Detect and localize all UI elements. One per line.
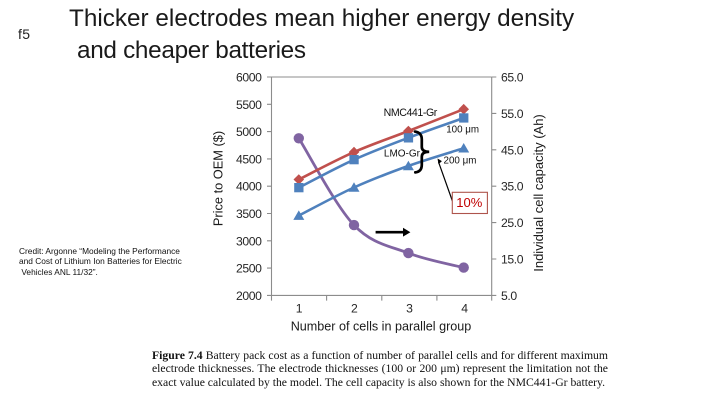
svg-text:25.0: 25.0 xyxy=(501,216,524,230)
svg-text:45.0: 45.0 xyxy=(501,143,524,157)
svg-text:3: 3 xyxy=(406,301,413,315)
svg-text:3500: 3500 xyxy=(236,207,262,221)
svg-text:2: 2 xyxy=(351,301,358,315)
svg-text:35.0: 35.0 xyxy=(501,180,524,194)
svg-text:5.0: 5.0 xyxy=(501,289,517,303)
svg-text:200 μm: 200 μm xyxy=(444,156,477,167)
svg-text:5500: 5500 xyxy=(236,98,262,112)
svg-text:10%: 10% xyxy=(456,195,482,210)
svg-text:55.0: 55.0 xyxy=(501,107,524,121)
svg-text:3000: 3000 xyxy=(236,234,262,248)
svg-text:4000: 4000 xyxy=(236,180,262,194)
svg-text:100 μm: 100 μm xyxy=(446,125,479,136)
svg-text:LMO-Gr: LMO-Gr xyxy=(384,148,421,159)
svg-text:4: 4 xyxy=(461,301,468,315)
svg-text:65.0: 65.0 xyxy=(501,71,524,85)
svg-text:15.0: 15.0 xyxy=(501,253,524,267)
svg-text:6000: 6000 xyxy=(236,71,262,85)
svg-text:1: 1 xyxy=(296,301,303,315)
svg-text:4500: 4500 xyxy=(236,152,262,166)
svg-text:NMC441-Gr: NMC441-Gr xyxy=(384,107,438,119)
svg-text:5000: 5000 xyxy=(236,125,262,139)
svg-text:2500: 2500 xyxy=(236,262,262,276)
svg-text:Price to OEM ($): Price to OEM ($) xyxy=(211,131,226,226)
svg-text:2000: 2000 xyxy=(236,289,262,303)
svg-text:Individual cell capacity (Ah): Individual cell capacity (Ah) xyxy=(531,114,546,272)
svg-text:Number of cells in parallel gr: Number of cells in parallel group xyxy=(291,319,472,333)
